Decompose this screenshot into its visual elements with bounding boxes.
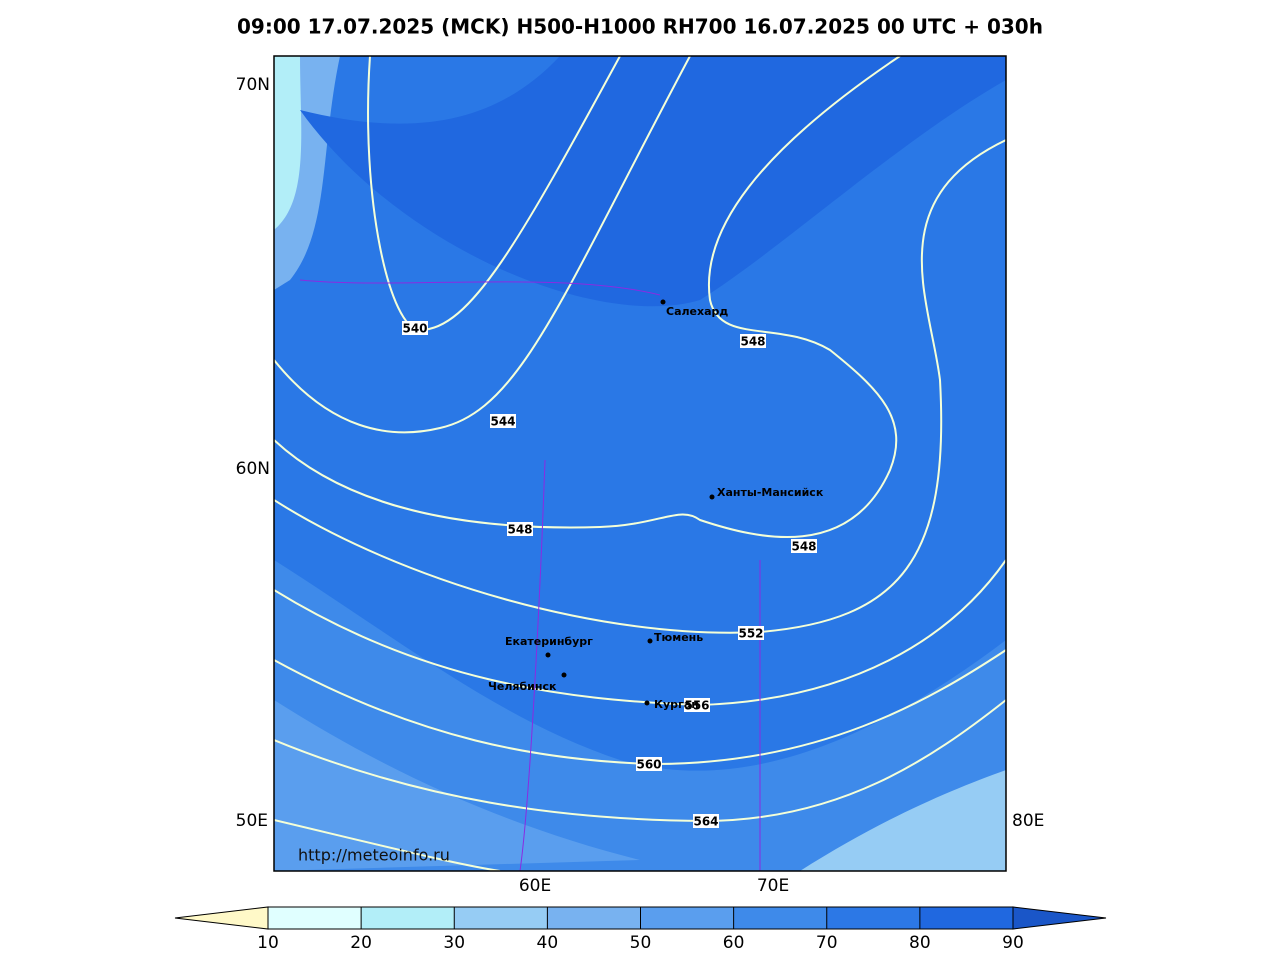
city-name: Салехард: [666, 305, 728, 318]
contour-label: 548: [740, 335, 765, 349]
colorbar-segment: [547, 907, 641, 929]
colorbar-tick-label: 60: [723, 933, 745, 953]
colorbar-tick-label: 20: [350, 933, 372, 953]
lat-label: 70N: [236, 75, 270, 95]
city-dot: [644, 700, 650, 706]
colorbar-segment: [919, 907, 1013, 929]
city-dot: [561, 672, 567, 678]
contour-label: 564: [693, 815, 718, 829]
lon-label: 60E: [519, 876, 551, 896]
colorbar-tick-label: 10: [257, 933, 279, 953]
colorbar-tick-label: 80: [909, 933, 931, 953]
contour-label: 540: [402, 322, 427, 336]
contour-label-box: [402, 321, 428, 335]
contour-label-box: [738, 626, 764, 640]
colorbar-tick-label: 70: [816, 933, 838, 953]
contour-line: [274, 56, 901, 539]
colorbar-segment: [733, 907, 827, 929]
colorbar-segment: [361, 907, 455, 929]
colorbar-tick-label: 90: [1002, 933, 1024, 953]
humidity-area: [274, 56, 302, 230]
colorbar-over: [1012, 906, 1107, 930]
colorbar-segment: [454, 907, 548, 929]
contour-label: 548: [507, 523, 532, 537]
humidity-area: [800, 770, 1006, 871]
humidity-area: [300, 56, 1006, 307]
contour-label-box: [684, 698, 710, 712]
colorbar-tick-label: 40: [537, 933, 559, 953]
contour-label-box: [636, 757, 662, 771]
city-dot: [660, 299, 666, 305]
source-url: http://meteoinfo.ru: [298, 846, 450, 865]
contour-line: [274, 819, 501, 871]
contour-label: 544: [490, 415, 515, 429]
contour-label: 548: [791, 540, 816, 554]
title: 09:00 17.07.2025 (MCK) H500-H1000 RH700 …: [237, 15, 1043, 39]
humidity-area: [274, 700, 640, 871]
lon-label: 80E: [1012, 811, 1044, 831]
colorbar-segment: [268, 907, 362, 929]
contour-label-box: [693, 814, 719, 828]
city-name: Тюмень: [654, 631, 703, 644]
humidity-area: [274, 560, 1006, 871]
contour-line: [274, 139, 1006, 634]
lat-label: 60N: [236, 459, 270, 479]
city-dot: [545, 652, 551, 658]
city-name: Екатеринбург: [505, 635, 593, 648]
colorbar-tick-label: 30: [443, 933, 465, 953]
contour-label: 556: [684, 699, 709, 713]
contour-line: [274, 56, 691, 434]
city-name: Челябинск: [488, 680, 557, 693]
lon-label: 50E: [236, 811, 268, 831]
lon-label: 70E: [757, 876, 789, 896]
city-name: Ханты-Мансийск: [717, 486, 824, 499]
colorbar-segment: [826, 907, 920, 929]
border-line: [299, 279, 761, 871]
city-dot: [709, 494, 715, 500]
map: [274, 56, 1006, 871]
contour-label-box: [791, 539, 817, 553]
map-frame: [273, 55, 1007, 872]
contour-label: 552: [738, 627, 763, 641]
colorbar-segment: [640, 907, 734, 929]
contour-label-box: [507, 522, 533, 536]
city-name: Курган: [654, 698, 699, 711]
contour-label-box: [740, 334, 766, 348]
colorbar-under: [174, 906, 269, 930]
contour-label: 560: [636, 758, 661, 772]
city-dot: [647, 638, 653, 644]
colorbar-tick-label: 50: [630, 933, 652, 953]
contour-label-box: [490, 414, 516, 428]
